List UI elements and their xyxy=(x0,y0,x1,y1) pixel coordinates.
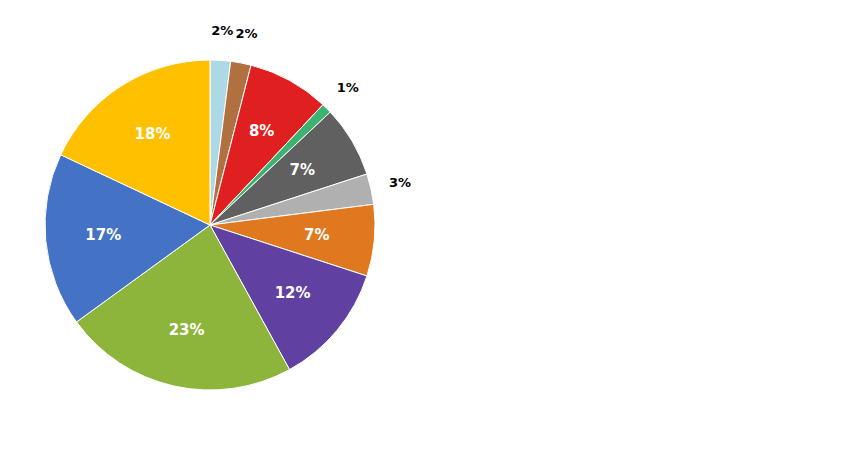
data-label: 12% xyxy=(275,284,311,302)
data-label: 2% xyxy=(211,23,233,38)
data-label: 1% xyxy=(337,80,359,95)
slices xyxy=(45,60,375,390)
data-label: 2% xyxy=(235,26,257,41)
data-label: 8% xyxy=(249,122,274,140)
data-label: 3% xyxy=(389,175,411,190)
data-label: 17% xyxy=(85,226,121,244)
data-labels: 2%2% 8% 1% 7% 3% 7% 12% 23% 17% 18% xyxy=(85,23,411,338)
chart-container: 2%2% 8% 1% 7% 3% 7% 12% 23% 17% 18% xyxy=(0,0,841,450)
data-label: 7% xyxy=(304,226,329,244)
pie-chart: 2%2% 8% 1% 7% 3% 7% 12% 23% 17% 18% xyxy=(0,0,841,450)
pie-slice xyxy=(61,60,210,225)
data-label: 7% xyxy=(290,161,315,179)
data-label: 23% xyxy=(169,321,205,339)
data-label: 18% xyxy=(135,125,171,143)
